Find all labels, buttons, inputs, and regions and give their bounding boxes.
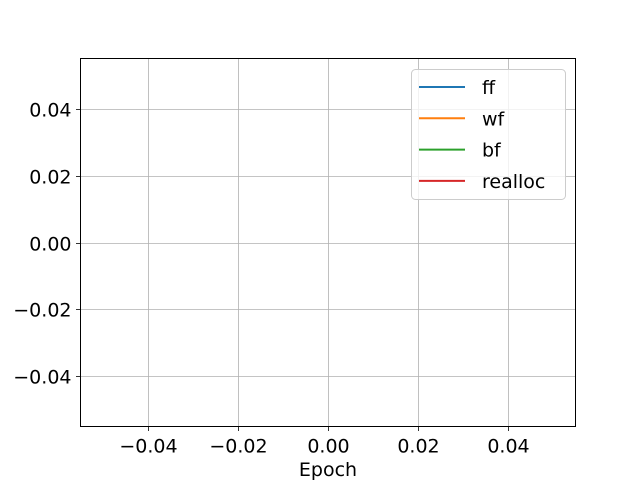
legend-label-ff: ff	[482, 77, 496, 99]
y-tick-label: 0.02	[29, 167, 71, 189]
legend-frame	[411, 69, 566, 200]
x-axis: −0.04 −0.02 0.00 0.02 0.04	[119, 426, 530, 458]
y-tick-label: −0.04	[13, 367, 71, 389]
x-tick-label: −0.04	[119, 436, 177, 458]
y-tick-label: −0.02	[13, 300, 71, 322]
x-axis-label: Epoch	[299, 459, 357, 480]
y-tick-label: 0.04	[29, 100, 71, 122]
plot-area-frame	[80, 58, 576, 427]
x-tick-label: −0.02	[209, 436, 267, 458]
legend-label-wf: wf	[482, 108, 506, 130]
legend: ff wf bf realloc	[411, 69, 566, 200]
y-tick-label: 0.00	[29, 234, 71, 256]
legend-label-realloc: realloc	[482, 171, 545, 193]
y-axis: −0.04 −0.02 0.00 0.02 0.04	[13, 100, 81, 389]
x-tick-label: 0.00	[307, 436, 349, 458]
x-tick-label: 0.02	[397, 436, 439, 458]
legend-label-bf: bf	[482, 140, 502, 162]
x-tick-label: 0.04	[487, 436, 529, 458]
